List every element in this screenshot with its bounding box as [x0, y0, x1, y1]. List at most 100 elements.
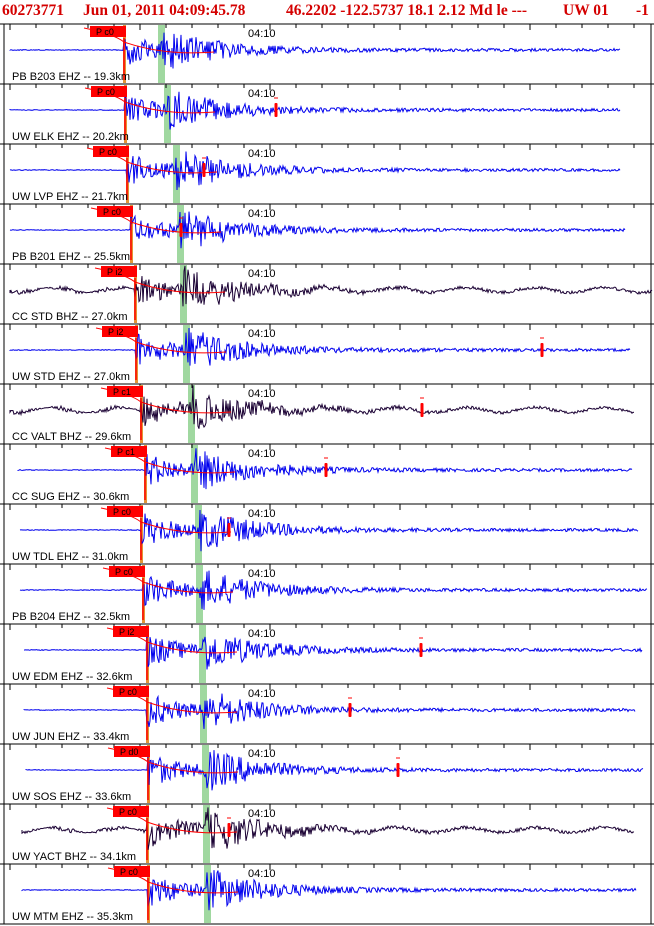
waveform-trace	[21, 807, 635, 850]
station-label: UW ELK EHZ -- 20.2km	[12, 131, 129, 143]
station-label: PB B201 EHZ -- 25.5km	[12, 251, 130, 263]
time-label: 04:10	[248, 388, 276, 400]
p-pick-flag	[97, 206, 133, 217]
s-window-band	[164, 85, 171, 143]
coda-marker	[420, 403, 424, 417]
time-label: 04:10	[248, 748, 276, 760]
p-pick-label: P i2	[119, 627, 134, 637]
coda-marker	[202, 163, 206, 177]
s-window-band	[183, 325, 190, 383]
time-label: 04:10	[248, 508, 276, 520]
waveform-trace	[21, 870, 637, 911]
s-window-band	[188, 385, 195, 443]
p-pick-flag	[107, 386, 143, 397]
p-pick-label: P c0	[119, 687, 137, 697]
station-label: PB B204 EHZ -- 32.5km	[12, 611, 130, 623]
p-pick-flag	[114, 746, 150, 757]
waveform-trace	[9, 32, 621, 69]
p-pick-label: P c0	[113, 507, 131, 517]
event-suffix: -1	[636, 2, 649, 19]
waveform-trace	[25, 750, 644, 791]
event-header: 60273771 Jun 01, 2011 04:09:45.78 46.220…	[0, 0, 654, 22]
coda-marker	[227, 823, 231, 837]
station-label: UW TDL EHZ -- 31.0km	[12, 551, 128, 563]
coda-marker	[348, 703, 352, 717]
time-label: 04:10	[248, 868, 276, 880]
time-label: 04:10	[248, 28, 276, 40]
coda-marker	[396, 763, 400, 777]
time-label: 04:10	[248, 628, 276, 640]
station-label: CC SUG EHZ -- 30.6km	[12, 491, 129, 503]
station-label: CC VALT BHZ -- 29.6km	[12, 431, 131, 443]
station-label: UW MTM EHZ -- 35.3km	[12, 911, 133, 923]
p-pick-flag	[113, 626, 149, 637]
event-network: UW 01	[563, 2, 609, 19]
s-window-band	[203, 805, 210, 863]
station-label: UW EDM EHZ -- 32.6km	[12, 671, 132, 683]
coda-marker	[419, 643, 423, 657]
station-label: UW STD EHZ -- 27.0km	[12, 371, 130, 383]
p-pick-label: P c1	[117, 447, 135, 457]
waveform-trace	[9, 151, 621, 191]
s-window-band	[204, 865, 211, 923]
waveform-trace	[9, 211, 626, 249]
waveform-trace	[9, 385, 635, 429]
waveform-trace	[24, 633, 643, 670]
s-window-band	[199, 625, 206, 683]
p-pick-flag	[113, 686, 149, 697]
s-window-band	[191, 445, 198, 503]
waveform-trace	[23, 693, 636, 729]
time-label: 04:10	[248, 568, 276, 580]
coda-marker	[540, 343, 544, 357]
coda-marker	[227, 523, 231, 537]
coda-marker	[324, 463, 328, 477]
p-pick-flag	[111, 446, 147, 457]
time-label: 04:10	[248, 148, 276, 160]
waveform-trace	[9, 327, 631, 366]
p-pick-label: P c0	[103, 207, 121, 217]
p-pick-flag	[101, 266, 137, 277]
event-datetime: Jun 01, 2011 04:09:45.78	[83, 2, 246, 19]
time-label: 04:10	[248, 688, 276, 700]
s-window-band	[200, 685, 207, 743]
s-window-band	[158, 25, 165, 83]
p-pick-flag	[93, 146, 129, 157]
p-pick-label: P c0	[119, 807, 137, 817]
station-label: UW SOS EHZ -- 33.6km	[12, 791, 131, 803]
p-pick-label: P d0	[120, 747, 138, 757]
waveform-trace	[19, 509, 639, 552]
event-id: 60273771	[2, 2, 64, 19]
p-pick-label: P c0	[99, 147, 117, 157]
waveform-trace	[9, 265, 653, 307]
p-pick-flag	[114, 866, 150, 877]
p-pick-flag	[102, 326, 138, 337]
p-pick-flag	[113, 806, 149, 817]
p-pick-flag	[107, 506, 143, 517]
station-label: UW LVP EHZ -- 21.7km	[12, 191, 128, 203]
p-pick-label: P c0	[97, 87, 115, 97]
station-label: UW YACT BHZ -- 34.1km	[12, 851, 136, 863]
p-pick-flag	[109, 566, 145, 577]
station-label: PB B203 EHZ -- 19.3km	[12, 71, 130, 83]
coda-marker	[274, 103, 278, 117]
station-label: CC STD BHZ -- 27.0km	[12, 311, 128, 323]
time-label: 04:10	[248, 88, 276, 100]
time-label: 04:10	[248, 268, 276, 280]
time-label: 04:10	[248, 208, 276, 220]
p-pick-label: P c1	[113, 387, 131, 397]
time-label: 04:10	[248, 808, 276, 820]
p-pick-label: P c0	[120, 867, 138, 877]
p-pick-flag	[90, 26, 126, 37]
p-pick-label: P c0	[115, 567, 133, 577]
time-label: 04:10	[248, 328, 276, 340]
station-label: UW JUN EHZ -- 33.4km	[12, 731, 129, 743]
waveform-trace	[9, 91, 621, 130]
waveform-trace	[19, 570, 648, 610]
p-pick-label: P i2	[108, 327, 123, 337]
event-location: 46.2202 -122.5737 18.1 2.12 Md le ---	[286, 2, 528, 19]
coda-marker	[179, 223, 183, 237]
p-pick-flag	[91, 86, 127, 97]
p-pick-label: P c0	[96, 27, 114, 37]
p-pick-label: P i2	[107, 267, 122, 277]
